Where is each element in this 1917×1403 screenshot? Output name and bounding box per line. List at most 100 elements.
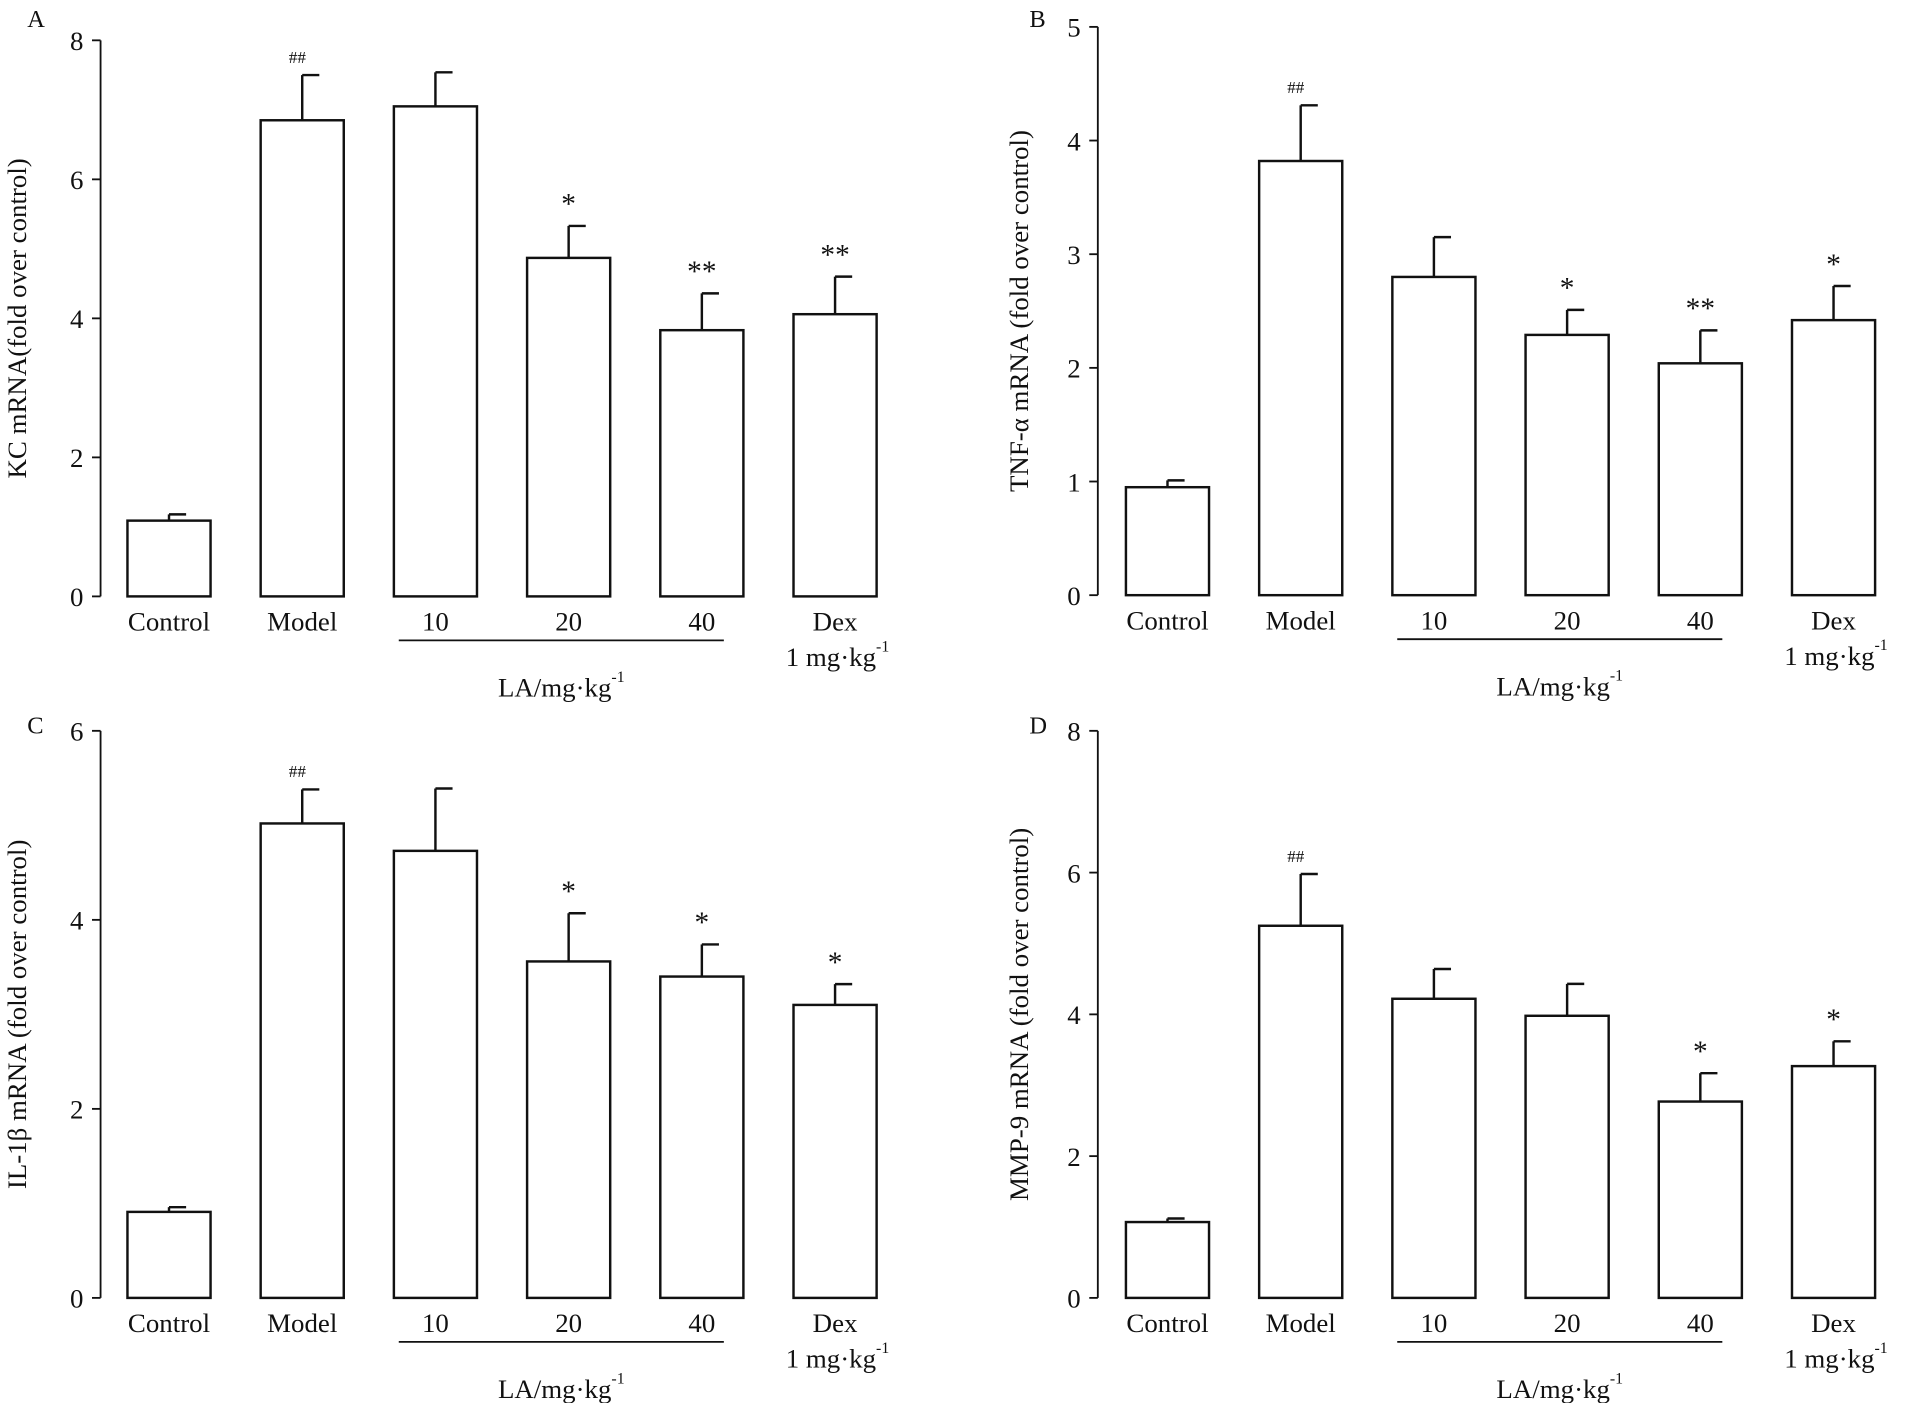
bar-40 xyxy=(1657,1100,1744,1300)
y-tick-label: 8 xyxy=(70,26,83,56)
significance-label: * xyxy=(695,907,710,939)
x-tick-label: Control xyxy=(1126,1308,1208,1338)
x-tick-label: 20 xyxy=(1554,605,1581,635)
x-tick-sublabel: 1 mg·kg-1 xyxy=(1784,1340,1888,1374)
bar-control xyxy=(1124,1220,1211,1300)
x-tick-label: 40 xyxy=(688,607,715,637)
x-tick-label: Control xyxy=(128,1308,210,1338)
model-significance-label: ## xyxy=(289,762,307,781)
x-tick-label: Model xyxy=(1266,1308,1336,1338)
y-tick-label: 2 xyxy=(70,443,83,473)
superscript: -1 xyxy=(1875,1340,1888,1357)
bar-20 xyxy=(1524,1014,1610,1300)
y-tick-label: 0 xyxy=(70,1284,83,1314)
x-tick-label: 40 xyxy=(1687,1308,1714,1338)
y-tick-label: 0 xyxy=(70,582,83,612)
y-tick-label: 6 xyxy=(70,165,83,195)
model-significance-label: ## xyxy=(1287,78,1305,97)
x-tick-label: Dex xyxy=(1811,1308,1856,1338)
x-tick-label: Dex xyxy=(1811,605,1856,635)
model-significance-label: ## xyxy=(289,48,307,67)
x-tick-label: Dex xyxy=(813,1308,858,1338)
panel-A: A 0 2 4 6 8 KC mRNA(fold over control) Control #… xyxy=(2,6,889,703)
bar-model xyxy=(259,822,345,1300)
bar-dex xyxy=(792,312,878,598)
bar-control xyxy=(1124,485,1211,597)
panel-C: C 0 2 4 6 IL-1β mRNA (fold over control) Contr… xyxy=(2,712,889,1403)
x-tick-label: Dex xyxy=(813,607,858,637)
panel-label: C xyxy=(27,712,43,739)
superscript: -1 xyxy=(1875,637,1888,654)
y-tick-label: 4 xyxy=(70,304,84,334)
significance-label: ** xyxy=(820,239,849,271)
y-tick-label: 2 xyxy=(1067,1142,1080,1172)
y-tick-label: 6 xyxy=(1067,858,1080,888)
x-tick-label: Control xyxy=(128,607,210,637)
bar-20 xyxy=(525,256,612,598)
panel-D: D 0 2 4 6 8 MMP-9 mRNA (fold over control) Cont… xyxy=(1004,712,1888,1403)
superscript: -1 xyxy=(1610,668,1623,685)
y-tick-label: 2 xyxy=(70,1095,83,1125)
bar-dex xyxy=(1790,318,1877,597)
y-tick-label: 6 xyxy=(70,717,83,747)
bar-control xyxy=(126,519,212,598)
bar-model xyxy=(1257,924,1344,1300)
y-axis-label: KC mRNA(fold over control) xyxy=(2,158,32,478)
superscript: -1 xyxy=(611,669,624,686)
y-tick-label: 5 xyxy=(1067,13,1080,43)
bar-10 xyxy=(392,105,479,598)
x-tick-label: Model xyxy=(267,607,337,637)
group-label: LA/mg·kg-1 xyxy=(1496,668,1623,702)
bar-40 xyxy=(659,328,745,598)
y-axis-label: IL-1β mRNA (fold over control) xyxy=(2,840,32,1190)
y-axis-label: TNF-α mRNA (fold over control) xyxy=(1004,130,1034,492)
significance-label: * xyxy=(561,876,576,908)
model-significance-label: ## xyxy=(1287,847,1305,866)
x-tick-label: 10 xyxy=(422,607,449,637)
group-label: LA/mg·kg-1 xyxy=(498,669,625,703)
bar-dex xyxy=(792,1003,878,1300)
superscript: -1 xyxy=(876,638,889,655)
y-tick-label: 0 xyxy=(1067,581,1080,611)
significance-label: * xyxy=(1826,249,1841,281)
y-tick-label: 3 xyxy=(1067,240,1080,270)
bar-10 xyxy=(1391,997,1477,1300)
y-tick-label: 2 xyxy=(1067,354,1080,384)
bar-40 xyxy=(1657,362,1744,597)
y-tick-label: 0 xyxy=(1067,1284,1080,1314)
x-tick-label: 20 xyxy=(555,1308,582,1338)
x-tick-sublabel: 1 mg·kg-1 xyxy=(786,1340,890,1374)
panel-label: D xyxy=(1029,712,1047,739)
y-tick-label: 8 xyxy=(1067,717,1080,747)
x-tick-label: 10 xyxy=(1420,605,1447,635)
panel-label: B xyxy=(1029,6,1045,33)
bar-40 xyxy=(659,975,745,1300)
y-tick-label: 4 xyxy=(1067,126,1081,156)
significance-label: * xyxy=(561,189,576,221)
bar-20 xyxy=(1524,333,1610,597)
x-tick-label: Model xyxy=(267,1308,337,1338)
x-tick-label: 40 xyxy=(1687,605,1714,635)
significance-label: * xyxy=(828,947,843,979)
x-tick-sublabel: 1 mg·kg-1 xyxy=(786,638,890,672)
y-axis-label: MMP-9 mRNA (fold over control) xyxy=(1004,828,1034,1201)
bar-10 xyxy=(392,849,479,1300)
x-tick-label: 20 xyxy=(555,607,582,637)
bar-dex xyxy=(1790,1064,1877,1300)
significance-label: ** xyxy=(1686,293,1715,325)
x-tick-sublabel: 1 mg·kg-1 xyxy=(1784,637,1888,671)
significance-label: * xyxy=(1826,1004,1841,1036)
superscript: -1 xyxy=(611,1370,624,1387)
bar-model xyxy=(259,119,345,598)
superscript: -1 xyxy=(876,1340,889,1357)
significance-label: * xyxy=(1560,273,1575,305)
y-tick-label: 4 xyxy=(1067,1000,1081,1030)
bar-control xyxy=(126,1210,212,1300)
group-label: LA/mg·kg-1 xyxy=(498,1370,625,1403)
bar-10 xyxy=(1391,275,1477,597)
x-tick-label: 10 xyxy=(422,1308,449,1338)
panel-B: B 0 1 2 3 4 5 TNF-α mRNA (fold over control) Con… xyxy=(1004,6,1888,702)
y-tick-label: 4 xyxy=(70,906,84,936)
significance-label: ** xyxy=(687,256,716,288)
